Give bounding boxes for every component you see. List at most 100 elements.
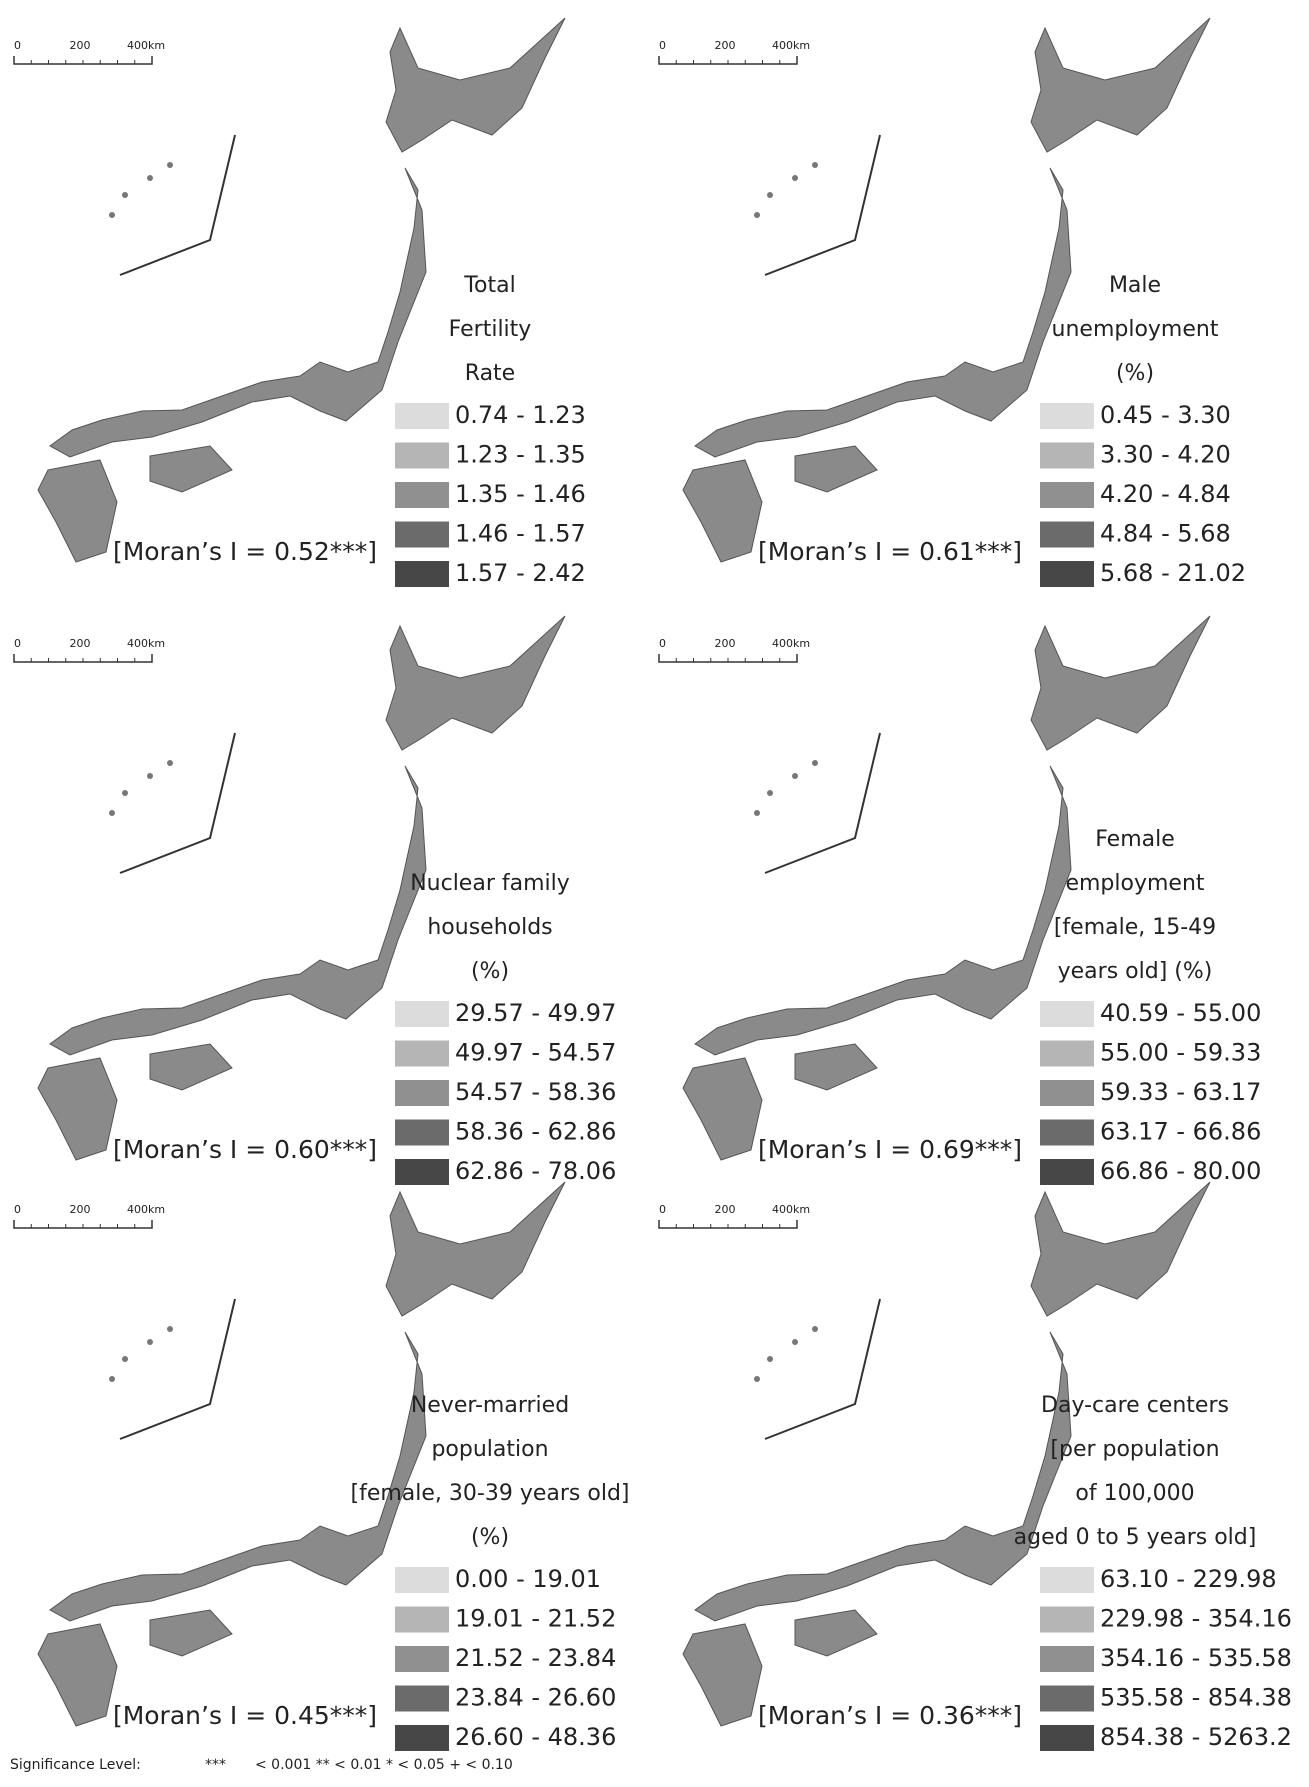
map-region <box>683 460 762 562</box>
map-region <box>695 1332 1071 1621</box>
legend-title: years old] (%) <box>1058 959 1213 984</box>
island <box>792 175 798 181</box>
map-region <box>695 766 1071 1055</box>
morans-i: [Moran’s I = 0.60***] <box>113 1135 377 1164</box>
map-region <box>795 1044 877 1090</box>
legend-title: (%) <box>1116 361 1154 386</box>
legend-label: 3.30 - 4.20 <box>1100 441 1231 469</box>
figure: Significance Level: *** < 0.001 ** < 0.0… <box>0 0 1309 1783</box>
scale-label: 200 <box>715 1203 736 1216</box>
legend-label: 535.58 - 854.38 <box>1100 1684 1292 1712</box>
map-region <box>795 446 877 492</box>
island <box>767 192 773 198</box>
legend-title: [per population <box>1050 1437 1219 1462</box>
legend-label: 29.57 - 49.97 <box>455 999 616 1027</box>
legend-title: Day-care centers <box>1041 1393 1229 1418</box>
island <box>167 760 173 766</box>
legend-title: Rate <box>465 361 515 386</box>
legend-label: 1.46 - 1.57 <box>455 520 586 548</box>
map-region <box>795 1610 877 1656</box>
island <box>812 1326 818 1332</box>
significance-label: Significance Level: <box>10 1757 141 1773</box>
scale-label: 0 <box>14 39 21 52</box>
legend-label: 229.98 - 354.16 <box>1100 1605 1292 1633</box>
legend-swatch <box>395 1607 449 1633</box>
legend-label: 26.60 - 48.36 <box>455 1723 616 1751</box>
island <box>122 790 128 796</box>
map-region <box>386 18 565 152</box>
map-region <box>38 1624 117 1726</box>
scale-label: 200 <box>70 637 91 650</box>
scale-label: 0 <box>659 637 666 650</box>
scale-label: 200 <box>715 637 736 650</box>
island <box>109 1376 115 1382</box>
legend-label: 63.10 - 229.98 <box>1100 1565 1277 1593</box>
legend-title: Male <box>1109 273 1161 298</box>
legend-title: Never-married <box>411 1393 569 1418</box>
legend-swatch <box>1040 1686 1094 1712</box>
morans-i: [Moran’s I = 0.45***] <box>113 1701 377 1730</box>
map-region <box>38 460 117 562</box>
scale-label: 200 <box>70 1203 91 1216</box>
scale-label: 0 <box>659 1203 666 1216</box>
legend-title: households <box>427 915 552 940</box>
legend-title: (%) <box>471 959 509 984</box>
map-region <box>50 1332 426 1621</box>
legend-swatch <box>395 482 449 508</box>
legend-label: 21.52 - 23.84 <box>455 1644 616 1672</box>
legend-label: 62.86 - 78.06 <box>455 1157 616 1185</box>
significance-stars: *** <box>205 1757 226 1773</box>
legend-swatch <box>395 561 449 587</box>
legend-swatch <box>395 1080 449 1106</box>
map-region <box>386 1182 565 1316</box>
island <box>167 162 173 168</box>
legend-label: 5.68 - 21.02 <box>1100 559 1246 587</box>
legend-swatch <box>395 1567 449 1593</box>
legend-label: 0.00 - 19.01 <box>455 1565 601 1593</box>
legend-label: 55.00 - 59.33 <box>1100 1039 1261 1067</box>
scale-label: 400km <box>127 637 165 650</box>
legend-title: Female <box>1095 827 1175 852</box>
scale-label: 400km <box>772 1203 810 1216</box>
island <box>122 1356 128 1362</box>
legend-label: 1.23 - 1.35 <box>455 441 586 469</box>
inset-frame <box>765 135 880 275</box>
legend-label: 54.57 - 58.36 <box>455 1078 616 1106</box>
legend-swatch <box>1040 482 1094 508</box>
map-region <box>150 446 232 492</box>
legend-swatch <box>395 1646 449 1672</box>
scale-label: 200 <box>715 39 736 52</box>
significance-levels: < 0.001 ** < 0.01 * < 0.05 + < 0.10 <box>255 1757 513 1773</box>
legend-title: (%) <box>471 1525 509 1550</box>
scale-label: 400km <box>127 39 165 52</box>
inset-frame <box>120 1299 235 1439</box>
legend-swatch <box>395 1041 449 1067</box>
legend-swatch <box>1040 1159 1094 1185</box>
island <box>122 192 128 198</box>
legend-label: 354.16 - 535.58 <box>1100 1644 1292 1672</box>
legend-label: 1.35 - 1.46 <box>455 480 586 508</box>
map-region <box>150 1044 232 1090</box>
legend-swatch <box>395 1120 449 1146</box>
scale-label: 0 <box>14 1203 21 1216</box>
legend-title: aged 0 to 5 years old] <box>1014 1525 1257 1550</box>
legend-title: population <box>431 1437 548 1462</box>
map-region <box>695 168 1071 457</box>
legend-title: Total <box>463 273 515 298</box>
map-region <box>683 1624 762 1726</box>
scale-label: 400km <box>772 637 810 650</box>
legend-label: 58.36 - 62.86 <box>455 1118 616 1146</box>
map-region <box>50 168 426 457</box>
legend-label: 854.38 - 5263.2 <box>1100 1723 1292 1751</box>
island <box>754 1376 760 1382</box>
map-region <box>1031 18 1210 152</box>
island <box>767 790 773 796</box>
legend-swatch <box>1040 561 1094 587</box>
legend-swatch <box>1040 1041 1094 1067</box>
map-region <box>683 1058 762 1160</box>
map-region <box>150 1610 232 1656</box>
legend-swatch <box>395 1686 449 1712</box>
morans-i: [Moran’s I = 0.61***] <box>758 537 1022 566</box>
map-region <box>386 616 565 750</box>
